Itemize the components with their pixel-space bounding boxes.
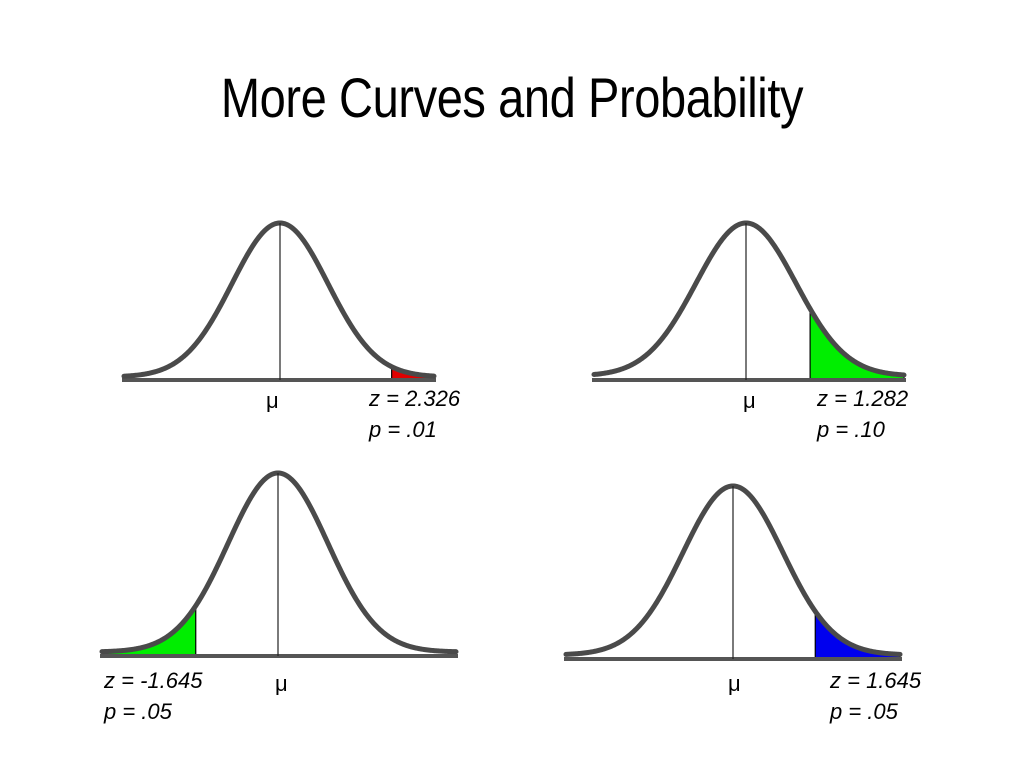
z-value: z = 1.645 bbox=[830, 668, 922, 693]
shaded-tail-region bbox=[101, 603, 197, 657]
normal-curve-panel-top-left bbox=[121, 220, 437, 382]
normal-curve-panel-bottom-left bbox=[99, 470, 459, 658]
z-value: z = 2.326 bbox=[369, 386, 461, 411]
tail-caption-top-right: z = 1.282 p = .10 bbox=[817, 383, 908, 445]
mean-label-bottom-right: μ bbox=[728, 671, 741, 696]
tail-caption-bottom-left: z = -1.645 p = .05 bbox=[104, 665, 202, 727]
mean-label-top-right: μ bbox=[743, 388, 756, 413]
shaded-tail-region bbox=[809, 306, 905, 381]
normal-curve-panel-top-right bbox=[591, 220, 907, 382]
z-value: z = -1.645 bbox=[104, 668, 203, 693]
slide-title: More Curves and Probability bbox=[220, 66, 804, 129]
p-value: p = .05 bbox=[104, 699, 172, 724]
normal-curve-panel-bottom-right bbox=[563, 483, 903, 661]
tail-caption-bottom-right: z = 1.645 p = .05 bbox=[830, 665, 921, 727]
p-value: p = .10 bbox=[817, 417, 885, 442]
normal-curve bbox=[591, 220, 907, 378]
mean-label-bottom-left: μ bbox=[275, 671, 288, 696]
normal-curve bbox=[99, 470, 459, 655]
z-value: z = 1.282 bbox=[817, 386, 909, 411]
p-value: p = .05 bbox=[830, 699, 898, 724]
mean-label-top-left: μ bbox=[266, 388, 279, 413]
tail-caption-top-left: z = 2.326 p = .01 bbox=[369, 383, 460, 445]
p-value: p = .01 bbox=[369, 417, 437, 442]
normal-curve bbox=[121, 220, 437, 379]
